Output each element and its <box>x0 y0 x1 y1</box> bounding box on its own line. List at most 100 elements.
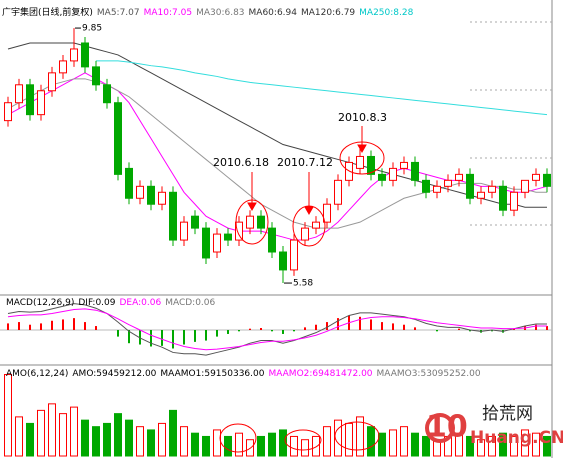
amount-bar <box>279 429 287 457</box>
arrow-head <box>357 144 367 154</box>
amount-bar <box>510 435 518 457</box>
candle-body <box>246 215 254 229</box>
indicator-line <box>96 60 548 116</box>
amount-bar <box>521 429 529 457</box>
annotation: 2010.7.12 <box>277 156 333 169</box>
watermark-ring <box>425 413 455 443</box>
amount-bar <box>125 419 133 457</box>
candle-body <box>213 233 221 253</box>
annotation: 2010.8.3 <box>338 111 387 124</box>
candle-body <box>114 102 122 175</box>
candle-body <box>521 179 529 193</box>
amount-bar <box>290 435 298 457</box>
amount-bar <box>466 435 474 457</box>
candle-body <box>70 48 78 62</box>
candle-body <box>510 191 518 211</box>
candle-body <box>257 215 265 229</box>
amount-bar <box>323 426 331 457</box>
panel-header: AMO(6,12,24) AMO:59459212.00 MAAMO1:591503… <box>6 369 481 379</box>
amount-bar <box>356 416 364 457</box>
candle-body <box>290 239 298 271</box>
amount-bar <box>48 403 56 457</box>
candle-body <box>147 185 155 205</box>
amount-bar <box>103 422 111 457</box>
highlight-ellipse <box>284 429 322 451</box>
amount-bar <box>26 422 34 457</box>
candle-body <box>81 42 89 68</box>
amount-bar <box>400 426 408 457</box>
indicator-line <box>7 303 547 356</box>
legend-entry: MA30:6.83 <box>196 8 244 18</box>
amount-bar <box>37 409 45 457</box>
watermark: 10 拾荒网 Huang.CN <box>425 404 563 448</box>
amount-bar <box>301 439 309 457</box>
legend-entry: MACD:0.06 <box>165 298 215 308</box>
amount-bar <box>70 406 78 457</box>
amount-bar <box>455 432 463 457</box>
highlight-ellipse <box>334 421 380 451</box>
amount-bar <box>4 374 12 457</box>
legend-entry: MAAMO2:69481472.00 <box>268 369 372 379</box>
legend-entry: MA5:7.07 <box>97 8 140 18</box>
amount-bar <box>202 435 210 457</box>
marks: 9.85 5.58 <box>0 24 552 457</box>
candle-body <box>323 203 331 223</box>
candle-body <box>378 173 386 181</box>
candle-body <box>125 167 133 199</box>
amount-bar <box>543 435 551 457</box>
indicator-line <box>7 42 547 208</box>
candle-body <box>301 227 309 241</box>
candle-body <box>180 221 188 241</box>
candle-body <box>59 60 67 74</box>
amount-bar <box>81 419 89 457</box>
candle-body <box>400 161 408 169</box>
candle-body <box>92 66 100 86</box>
amount-bar <box>191 432 199 457</box>
legend-entry: MAAMO1:59150336.00 <box>160 369 264 379</box>
candle-body <box>169 191 177 241</box>
candle-body <box>422 179 430 193</box>
amount-bar <box>488 435 496 457</box>
amount-bar <box>345 422 353 457</box>
candle-body <box>48 72 56 92</box>
candle-body <box>411 161 419 181</box>
amount-bar <box>114 413 122 457</box>
candle-body <box>158 191 166 205</box>
panel-header: MACD(12,26,9) DIF:0.09 DEA:0.06 MACD:0.06 <box>6 298 216 308</box>
legend-entry: MA250:8.28 <box>359 8 413 18</box>
candle-body <box>367 155 375 175</box>
amount-bar <box>147 429 155 457</box>
candle-body <box>136 185 144 199</box>
amount-bar <box>59 413 67 457</box>
candle-body <box>235 221 243 241</box>
candle-body <box>477 191 485 199</box>
trough-label: 5.58 <box>293 279 313 289</box>
highlights <box>219 126 385 453</box>
grid <box>470 21 552 226</box>
legend-entry: MACD(12,26,9) <box>6 298 74 308</box>
candle-body <box>499 185 507 211</box>
candle-body <box>26 84 34 116</box>
amount-bar <box>180 426 188 457</box>
candle-body <box>279 251 287 271</box>
candle-body <box>4 102 12 122</box>
candle-body <box>37 90 45 116</box>
legend-entry: MAAMO3:53095252.00 <box>377 369 481 379</box>
watermark-site: 拾荒网 <box>482 404 533 424</box>
candle-body <box>191 215 199 229</box>
candle-body <box>312 221 320 229</box>
watermark-domain: Huang.CN <box>470 428 563 448</box>
candle-body <box>15 84 23 104</box>
panel-title: 广宇集团(日线,前复权) <box>2 6 93 18</box>
amount-bar <box>411 432 419 457</box>
amount-bar <box>367 426 375 457</box>
amount-bar <box>389 429 397 457</box>
candle-body <box>356 155 364 169</box>
candle-body <box>455 173 463 181</box>
amount-bar <box>15 416 23 457</box>
amount-bar <box>334 419 342 457</box>
legend-entry: MA120:6.79 <box>301 8 355 18</box>
amount-bar <box>312 435 320 457</box>
amount-bar <box>158 422 166 457</box>
